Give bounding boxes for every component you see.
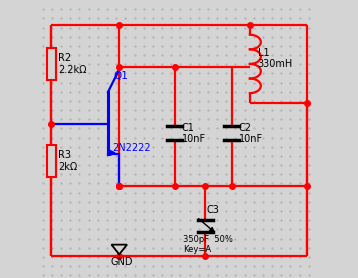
- Text: R3
2kΩ: R3 2kΩ: [58, 150, 78, 172]
- FancyBboxPatch shape: [47, 145, 55, 177]
- Text: C1
10nF: C1 10nF: [182, 123, 206, 144]
- Text: L1
330mH: L1 330mH: [258, 48, 293, 69]
- Text: C2
10nF: C2 10nF: [239, 123, 263, 144]
- Text: 350pF  50%
Key=A: 350pF 50% Key=A: [183, 235, 233, 254]
- Text: GND: GND: [111, 257, 133, 267]
- Text: R2
2.2kΩ: R2 2.2kΩ: [58, 53, 87, 75]
- FancyBboxPatch shape: [47, 48, 55, 80]
- Text: 2N2222: 2N2222: [112, 143, 151, 153]
- Text: Q1: Q1: [114, 71, 129, 81]
- Text: C3: C3: [207, 205, 220, 215]
- Polygon shape: [111, 245, 127, 254]
